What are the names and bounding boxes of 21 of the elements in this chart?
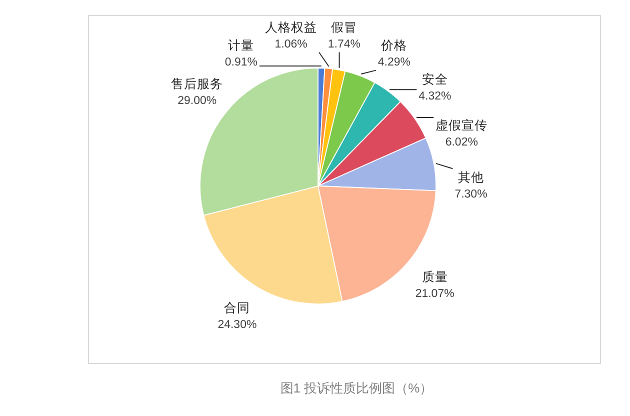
slice-label: 假冒 — [331, 20, 358, 34]
data-label: 21.07% — [415, 288, 454, 300]
slice-label: 其他 — [458, 170, 484, 185]
data-label: 4.32% — [418, 90, 452, 102]
data-label: 24.30% — [218, 318, 257, 331]
data-label: 6.02% — [445, 136, 478, 148]
data-label: 1.74% — [328, 38, 361, 50]
data-label: 29.00% — [178, 95, 217, 108]
caption: 图1 投诉性质比例图（%） — [280, 380, 433, 396]
slice-label: 安全 — [422, 71, 448, 86]
data-label: 0.91% — [224, 56, 258, 69]
slice-label: 质量 — [422, 270, 448, 284]
slice-label: 价格 — [380, 38, 408, 52]
slice-label: 计量 — [228, 38, 254, 53]
slice-label: 合同 — [224, 300, 250, 315]
slice-label: 人格权益 — [265, 20, 318, 34]
slice-label: 售后服务 — [171, 77, 224, 92]
data-label: 7.30% — [454, 188, 488, 201]
slice-label: 虚假宣传 — [436, 117, 488, 132]
data-label: 1.06% — [274, 38, 308, 50]
data-label: 4.29% — [378, 56, 410, 68]
